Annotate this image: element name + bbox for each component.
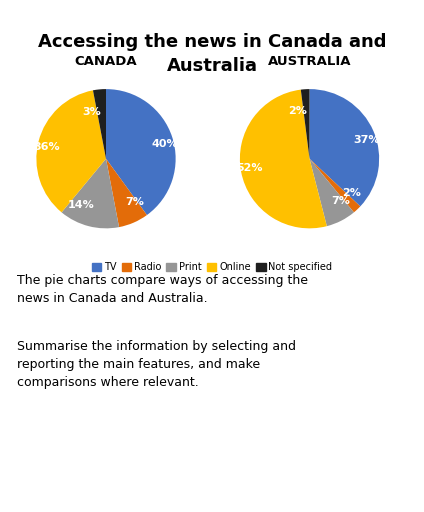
Wedge shape [61, 159, 119, 228]
Text: Summarise the information by selecting and
reporting the main features, and make: Summarise the information by selecting a… [17, 340, 296, 390]
Wedge shape [310, 159, 360, 212]
Text: 2%: 2% [342, 188, 361, 198]
Legend: TV, Radio, Print, Online, Not specified: TV, Radio, Print, Online, Not specified [88, 258, 336, 276]
Wedge shape [106, 89, 176, 215]
Text: 40%: 40% [151, 139, 178, 149]
Text: Accessing the news in Canada and
Australia: Accessing the news in Canada and Austral… [38, 33, 386, 75]
Text: 7%: 7% [331, 196, 350, 206]
Wedge shape [310, 89, 379, 206]
Wedge shape [240, 90, 327, 228]
Text: 3%: 3% [83, 106, 101, 117]
Text: 14%: 14% [67, 200, 94, 209]
Text: 37%: 37% [353, 135, 379, 145]
Text: 36%: 36% [33, 142, 60, 152]
Text: 2%: 2% [287, 106, 307, 116]
Wedge shape [301, 89, 310, 159]
Text: 52%: 52% [237, 163, 263, 173]
Title: CANADA: CANADA [75, 55, 137, 68]
Wedge shape [106, 159, 147, 227]
Text: The pie charts compare ways of accessing the
news in Canada and Australia.: The pie charts compare ways of accessing… [17, 274, 308, 305]
Text: 7%: 7% [125, 197, 144, 207]
Wedge shape [36, 90, 106, 212]
Title: AUSTRALIA: AUSTRALIA [268, 55, 351, 68]
Wedge shape [310, 159, 354, 226]
Wedge shape [93, 89, 106, 159]
